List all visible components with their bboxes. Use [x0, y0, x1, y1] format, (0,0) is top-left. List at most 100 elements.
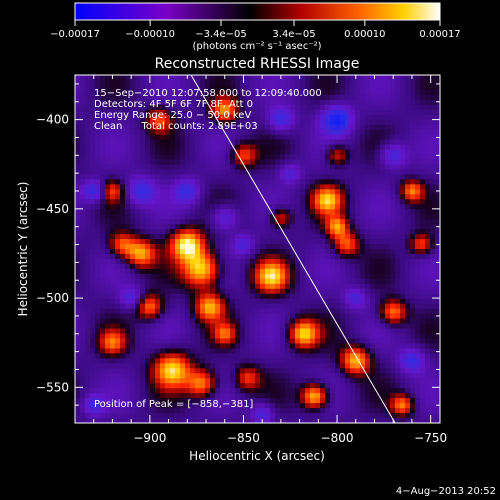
heatmap-cell: [305, 308, 311, 315]
heatmap-cell: [360, 239, 366, 245]
heatmap-cell: [285, 318, 291, 325]
heatmap-cell: [140, 84, 146, 91]
heatmap-cell: [115, 268, 121, 275]
heatmap-cell: [125, 134, 131, 141]
heatmap-cell: [365, 234, 371, 240]
heatmap-cell: [390, 288, 396, 295]
heatmap-cell: [355, 303, 361, 310]
heatmap-cell: [235, 328, 241, 335]
heatmap-cell: [275, 268, 281, 275]
heatmap-cell: [105, 99, 111, 106]
heatmap-cell: [275, 184, 281, 190]
heatmap-cell: [290, 159, 296, 166]
heatmap-cell: [410, 84, 416, 91]
heatmap-cell: [220, 129, 226, 136]
heatmap-cell: [195, 229, 201, 235]
heatmap-cell: [100, 209, 106, 215]
heatmap-cell: [135, 358, 141, 364]
heatmap-cell: [135, 189, 141, 195]
heatmap-cell: [340, 373, 346, 379]
heatmap-cell: [160, 209, 166, 215]
heatmap-cell: [90, 308, 96, 315]
heatmap-cell: [435, 353, 440, 359]
heatmap-cell: [100, 144, 106, 151]
heatmap-cell: [385, 308, 391, 315]
heatmap-cell: [325, 229, 331, 235]
heatmap-cell: [330, 109, 336, 116]
heatmap-cell: [430, 189, 436, 195]
heatmap-cell: [105, 179, 111, 185]
heatmap-cell: [345, 154, 351, 161]
heatmap-cell: [390, 179, 396, 185]
heatmap-cell: [205, 249, 211, 255]
heatmap-cell: [225, 263, 231, 270]
heatmap-cell: [255, 109, 261, 116]
heatmap-cell: [165, 219, 171, 225]
heatmap-cell: [210, 288, 216, 295]
heatmap-cell: [325, 328, 331, 335]
heatmap-cell: [235, 358, 241, 364]
heatmap-cell: [145, 358, 151, 364]
heatmap-cell: [95, 363, 101, 369]
heatmap-cell: [260, 293, 266, 300]
heatmap-cell: [380, 253, 386, 260]
heatmap-cell: [260, 328, 266, 335]
heatmap-cell: [290, 239, 296, 245]
heatmap-cell: [355, 293, 361, 300]
heatmap-cell: [225, 353, 231, 359]
heatmap-cell: [205, 278, 211, 285]
heatmap-cell: [225, 209, 231, 215]
heatmap-cell: [340, 323, 346, 330]
heatmap-cell: [315, 204, 321, 210]
heatmap-cell: [435, 298, 440, 305]
heatmap-cell: [355, 164, 361, 171]
heatmap-cell: [375, 249, 381, 255]
heatmap-cell: [385, 184, 391, 190]
heatmap-cell: [175, 393, 181, 399]
heatmap-cell: [210, 323, 216, 330]
heatmap-cell: [145, 149, 151, 156]
heatmap-cell: [365, 174, 371, 180]
heatmap-cell: [245, 179, 251, 185]
heatmap-cell: [150, 288, 156, 295]
heatmap-cell: [375, 383, 381, 389]
heatmap-cell: [75, 244, 81, 250]
heatmap-cell: [290, 174, 296, 180]
heatmap-cell: [255, 268, 261, 275]
heatmap-cell: [360, 313, 366, 320]
heatmap-cell: [110, 303, 116, 310]
heatmap-cell: [275, 164, 281, 171]
heatmap-cell: [280, 273, 286, 280]
heatmap-cell: [325, 189, 331, 195]
heatmap-cell: [425, 278, 431, 285]
heatmap-cell: [430, 363, 436, 369]
heatmap-cell: [155, 89, 161, 96]
heatmap-cell: [280, 134, 286, 141]
heatmap-cell: [315, 348, 321, 354]
heatmap-cell: [220, 189, 226, 195]
heatmap-cell: [315, 378, 321, 384]
heatmap-cell: [110, 393, 116, 399]
heatmap-cell: [380, 408, 386, 414]
heatmap-cell: [170, 313, 176, 320]
heatmap-cell: [260, 373, 266, 379]
heatmap-cell: [300, 298, 306, 305]
heatmap-cell: [220, 283, 226, 290]
heatmap-cell: [110, 318, 116, 325]
heatmap-cell: [150, 194, 156, 200]
heatmap-cell: [245, 308, 251, 315]
heatmap-cell: [115, 358, 121, 364]
heatmap-cell: [415, 224, 421, 230]
heatmap-cell: [350, 204, 356, 210]
heatmap-cell: [435, 378, 440, 384]
heatmap-cell: [255, 234, 261, 240]
heatmap-cell: [140, 318, 146, 325]
heatmap-cell: [330, 99, 336, 106]
heatmap-cell: [335, 343, 341, 350]
heatmap-cell: [175, 224, 181, 230]
heatmap-cell: [200, 239, 206, 245]
heatmap-cell: [180, 373, 186, 379]
heatmap-cell: [405, 89, 411, 96]
heatmap-cell: [125, 224, 131, 230]
heatmap-cell: [120, 348, 126, 354]
